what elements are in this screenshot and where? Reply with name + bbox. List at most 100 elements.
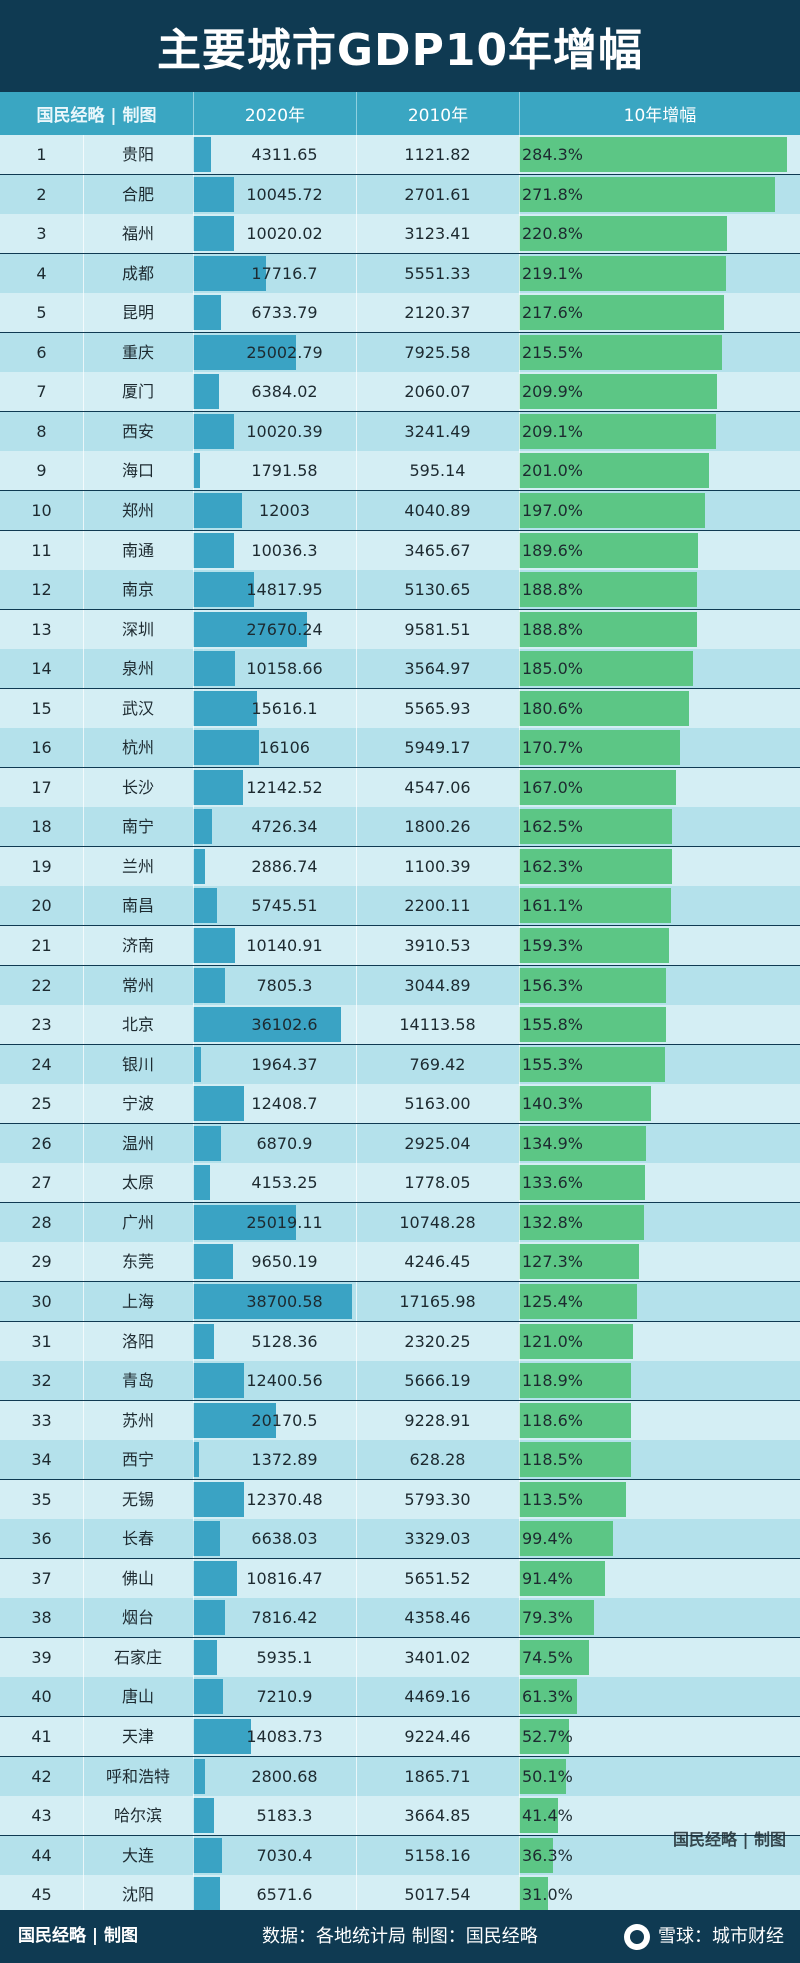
growth-bar	[519, 1007, 666, 1043]
table-row: 1 贵阳 4311.65 1121.82 284.3%	[0, 135, 800, 174]
growth-bar	[519, 1125, 647, 1161]
column-divider	[519, 1519, 520, 1559]
gdp-2020-cell: 10020.02	[246, 224, 323, 244]
growth-bar	[519, 769, 677, 805]
gdp-2020-bar	[193, 1560, 238, 1596]
column-divider	[193, 214, 194, 254]
column-divider	[83, 1084, 84, 1124]
rank-cell: 11	[31, 540, 52, 560]
gdp-table: 国民经略 | 制图 2020年 2010年 10年增幅 1 贵阳 4311.65 11…	[0, 92, 800, 1915]
column-divider	[193, 1598, 194, 1638]
gdp-2020-cell: 6638.03	[251, 1529, 318, 1549]
city-cell: 烟台	[121, 1608, 154, 1628]
growth-bar	[519, 216, 728, 252]
column-divider	[193, 1440, 194, 1480]
column-divider	[356, 728, 357, 768]
column-divider	[356, 490, 357, 530]
column-divider	[356, 1005, 357, 1045]
rank-cell: 37	[31, 1568, 52, 1588]
gdp-2020-bar	[193, 532, 235, 568]
column-divider	[83, 1637, 84, 1677]
growth-cell: 215.5%	[522, 342, 584, 362]
rank-cell: 18	[31, 817, 52, 837]
column-divider	[519, 1123, 520, 1163]
gdp-2020-bar	[193, 1125, 222, 1161]
column-divider	[519, 649, 520, 689]
column-divider	[83, 1202, 84, 1242]
column-divider	[356, 332, 357, 372]
column-divider	[356, 1242, 357, 1282]
column-divider	[83, 1558, 84, 1598]
growth-cell: 125.4%	[522, 1291, 584, 1311]
column-divider	[356, 767, 357, 807]
city-cell: 深圳	[121, 619, 154, 639]
growth-cell: 201.0%	[522, 461, 584, 481]
city-cell: 南宁	[121, 817, 154, 837]
city-cell: 昆明	[121, 303, 154, 323]
column-divider	[193, 926, 194, 965]
city-cell: 西安	[121, 421, 154, 441]
column-divider	[519, 965, 520, 1005]
column-divider	[519, 1479, 520, 1519]
column-divider	[356, 214, 357, 254]
gdp-2010-cell: 5017.54	[404, 1885, 471, 1905]
column-divider	[83, 372, 84, 412]
table-row: 35 无锡 12370.48 5793.30 113.5%	[0, 1479, 800, 1519]
column-divider	[83, 293, 84, 333]
column-divider	[519, 846, 520, 886]
rank-cell: 4	[36, 263, 47, 283]
rank-cell: 40	[31, 1687, 52, 1707]
column-divider	[193, 1005, 194, 1045]
rank-cell: 44	[31, 1845, 52, 1865]
column-divider	[519, 1558, 520, 1598]
column-divider	[83, 214, 84, 254]
growth-cell: 118.9%	[522, 1371, 584, 1391]
rank-cell: 25	[31, 1094, 52, 1114]
gdp-2010-cell: 2320.25	[404, 1331, 471, 1351]
growth-cell: 209.9%	[522, 382, 584, 402]
column-divider	[356, 1163, 357, 1203]
rank-cell: 42	[31, 1766, 52, 1786]
growth-cell: 113.5%	[522, 1489, 584, 1509]
growth-bar	[519, 1283, 638, 1319]
city-cell: 唐山	[121, 1687, 154, 1707]
column-divider	[519, 490, 520, 530]
table-row: 7 厦门 6384.02 2060.07 209.9%	[0, 372, 800, 412]
city-cell: 青岛	[121, 1371, 154, 1391]
column-divider	[83, 1479, 84, 1519]
table-row: 10 郑州 12003 4040.89 197.0%	[0, 490, 800, 530]
growth-cell: 140.3%	[522, 1094, 584, 1114]
gdp-2020-cell: 6870.9	[256, 1133, 313, 1153]
growth-cell: 167.0%	[522, 777, 584, 797]
rank-cell: 10	[31, 500, 52, 520]
growth-cell: 31.0%	[522, 1885, 573, 1905]
growth-bar	[519, 1323, 634, 1359]
column-divider	[519, 926, 520, 965]
gdp-2020-bar	[193, 1402, 276, 1438]
table-row: 13 深圳 27670.24 9581.51 188.8%	[0, 609, 800, 649]
table-row: 29 东莞 9650.19 4246.45 127.3%	[0, 1242, 800, 1282]
growth-cell: 156.3%	[522, 975, 584, 995]
table-row: 2 合肥 10045.72 2701.61 271.8%	[0, 174, 800, 214]
city-cell: 常州	[121, 975, 154, 995]
growth-bar	[519, 1363, 632, 1399]
city-cell: 兰州	[121, 856, 154, 876]
table-row: 12 南京 14817.95 5130.65 188.8%	[0, 570, 800, 610]
column-divider	[519, 1202, 520, 1242]
gdp-2020-bar	[193, 1007, 342, 1043]
gdp-2020-cell: 15616.1	[251, 698, 318, 718]
column-divider	[519, 332, 520, 372]
growth-bar	[519, 928, 670, 963]
column-divider	[83, 135, 84, 174]
column-divider	[193, 1677, 194, 1717]
city-cell: 西宁	[121, 1450, 154, 1470]
column-divider	[83, 1281, 84, 1321]
growth-cell: 133.6%	[522, 1173, 584, 1193]
growth-bar	[519, 1679, 577, 1715]
gdp-2010-cell: 5949.17	[404, 738, 471, 758]
city-cell: 郑州	[121, 500, 154, 520]
column-divider	[356, 1717, 357, 1756]
table-row: 37 佛山 10816.47 5651.52 91.4%	[0, 1558, 800, 1598]
table-row: 19 兰州 2886.74 1100.39 162.3%	[0, 846, 800, 886]
growth-bar	[519, 1402, 631, 1438]
